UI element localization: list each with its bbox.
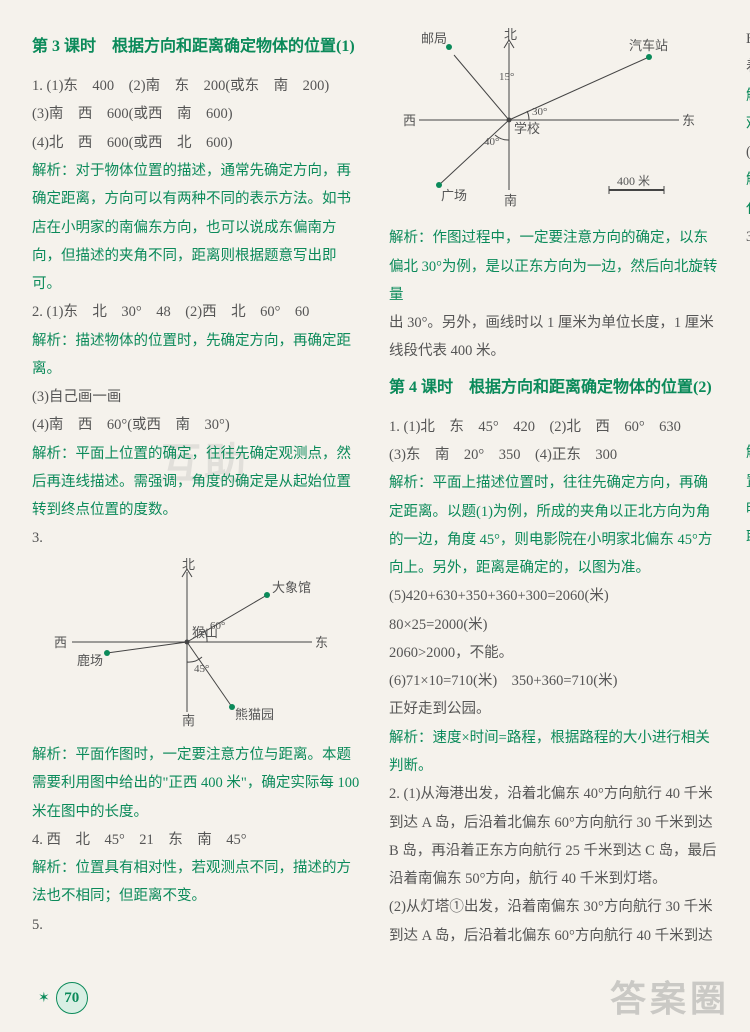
q3-expl: 解析：平面作图时，一定要注意方位与距离。本题需要利用图中给出的"正西 400 米…	[32, 741, 361, 826]
svg-text:汽车站: 汽车站	[629, 38, 668, 53]
r-q1-l3: (5)420+630+350+360+300=2060(米) 80×25=200…	[389, 582, 718, 639]
r-q1-l5: (6)71×10=710(米) 350+360=710(米)	[389, 667, 718, 695]
q2-line1: 2. (1)东 北 30° 48 (2)西 北 60° 60	[32, 298, 361, 326]
page-corner: ✶ 70	[38, 982, 88, 1014]
q4-expl: 解析：位置具有相对性，若观测点不同，描述的方法也不相同；但距离不变。	[32, 854, 361, 911]
star-icon: ✶	[38, 990, 50, 1007]
r-q1-l4: 2060>2000，不能。	[389, 639, 718, 667]
svg-text:学校: 学校	[514, 121, 540, 136]
r-q1-l2: (3)东 南 20° 350 (4)正东 300	[389, 441, 718, 469]
svg-text:北: 北	[504, 27, 517, 42]
lesson-4-title: 第 4 课时 根据方向和距离确定物体的位置(2)	[389, 372, 718, 403]
svg-text:大象馆: 大象馆	[272, 580, 311, 595]
svg-text:北: 北	[182, 557, 195, 572]
q2-line3: (4)南 西 60°(或西 南 30°)	[32, 411, 361, 439]
svg-text:邮局: 邮局	[421, 31, 447, 46]
svg-text:15°: 15°	[499, 71, 514, 83]
right-cont: 出 30°。另外，画线时以 1 厘米为单位长度，1 厘米线段代表 400 米。	[389, 309, 718, 366]
page-body: 第 3 课时 根据方向和距离确定物体的位置(1) 1. (1)东 400 (2)…	[0, 0, 750, 1015]
q5-expl: 解析：作图过程中，一定要注意方向的确定，以东偏北 30°为例，是以正东方向为一边…	[389, 224, 718, 309]
page-number-badge: 70	[56, 982, 88, 1014]
svg-text:400 米: 400 米	[617, 174, 650, 188]
svg-text:东: 东	[315, 635, 328, 650]
r-q3-expl: 解析：在平面图上根据方向和距离描述确定物体位置时，一定要注意方位夹角的起始边，同…	[746, 439, 750, 552]
r-q3-label: 3.	[746, 223, 750, 251]
r-q1-l6: 正好走到公园。	[389, 695, 718, 723]
svg-text:南: 南	[182, 713, 195, 727]
r-q1-expl2: 解析：速度×时间=路程，根据路程的大小进行相关判断。	[389, 724, 718, 781]
svg-text:东: 东	[682, 113, 695, 128]
q5-label: 5.	[32, 911, 361, 939]
q1-line3: (4)北 西 600(或西 北 600)	[32, 129, 361, 157]
svg-text:西: 西	[403, 113, 416, 128]
q2-line2: (3)自己画一画	[32, 383, 361, 411]
q1-line2: (3)南 西 600(或西 南 600)	[32, 100, 361, 128]
q4-line: 4. 西 北 45° 21 东 南 45°	[32, 826, 361, 854]
svg-text:南: 南	[504, 193, 517, 208]
r-q2-expl1: 解析：根据平面图描述路线时，必须先确定每一个观测点，再描述行走的方向和距离。	[746, 82, 750, 139]
q1-expl: 解析：对于物体位置的描述，通常先确定方向，再确定距离，方向可以有两种不同的表示方…	[32, 157, 361, 298]
figure-1-compass-zoo: 北 南 东 西 大象馆 鹿场 熊猫园 猴山 60° 45°	[32, 557, 361, 737]
svg-text:30°: 30°	[532, 106, 547, 118]
svg-text:鹿场: 鹿场	[77, 653, 103, 668]
svg-text:熊猫园: 熊猫园	[235, 707, 274, 722]
lesson-3-title: 第 3 课时 根据方向和距离确定物体的位置(1)	[32, 31, 361, 62]
r-q1-expl1: 解析：平面上描述位置时，往往先确定方向，再确定距离。以题(1)为例，所成的夹角以…	[389, 469, 718, 582]
watermark-bottom-right: 答案圈	[610, 970, 730, 1022]
r-q1-l1: 1. (1)北 东 45° 420 (2)北 西 60° 630	[389, 413, 718, 441]
svg-text:40°: 40°	[484, 136, 499, 148]
figure-2-compass-city: 北 南 东 西 邮局 汽车站 广场 学校 15° 30° 40° 400 米	[389, 25, 718, 220]
figure-3-neighborhood: 北 南 东 西 商店 社区活动室 水果店 学校 小丽家 45° 20° 100 …	[746, 255, 750, 435]
q3-label: 3.	[32, 524, 361, 552]
q2-expl1: 解析：描述物体的位置时，先确定方向，再确定距离。	[32, 327, 361, 384]
r-q2-l3: (3)(40+30+25+40)÷5=27(千米)	[746, 138, 750, 166]
svg-text:广场: 广场	[441, 188, 467, 203]
r-q2-l1: 2. (1)从海港出发，沿着北偏东 40°方向航行 40 千米到达 A 岛，后沿…	[389, 780, 718, 893]
q2-expl2: 解析：平面上位置的确定，往往先确定观测点，然后再连线描述。需强调，角度的确定是从…	[32, 440, 361, 525]
r-q2-expl2: 解析：根据"平均速度=总路程÷时间"，将相关数据代入求值即可。	[746, 166, 750, 223]
svg-text:45°: 45°	[194, 663, 209, 675]
svg-text:西: 西	[54, 635, 67, 650]
svg-text:60°: 60°	[210, 620, 225, 632]
q1-line1: 1. (1)东 400 (2)南 东 200(或东 南 200)	[32, 72, 361, 100]
